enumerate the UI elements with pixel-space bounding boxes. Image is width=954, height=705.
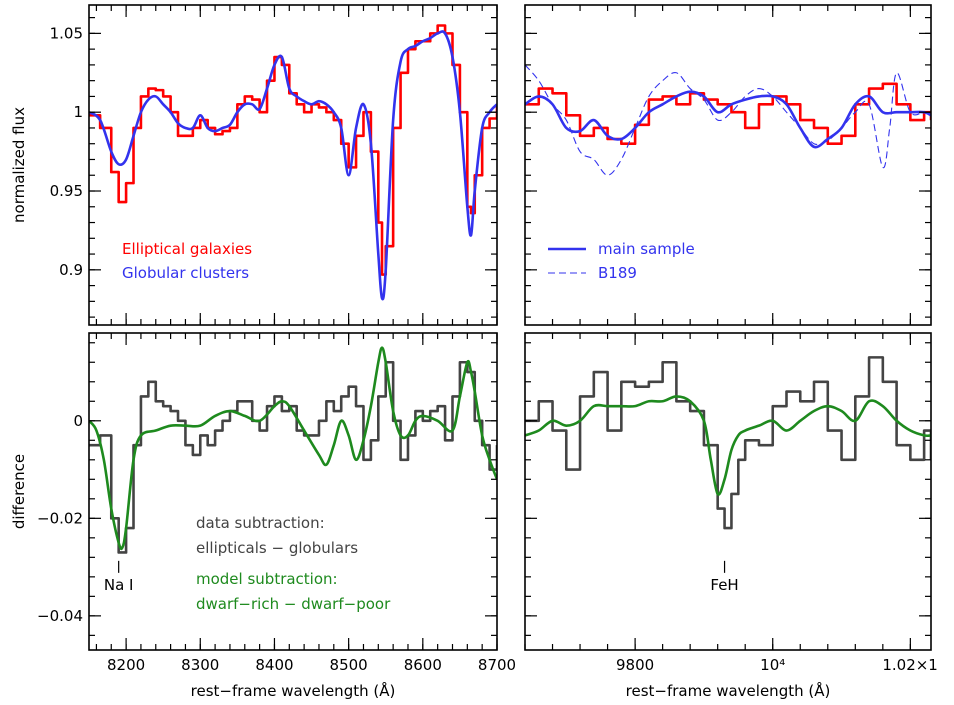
plot-frame (88, 4, 498, 326)
series-line-red-step (525, 82, 931, 146)
series-line-globular-clusters (89, 30, 497, 301)
y-tick-label: 0.9 (59, 261, 83, 279)
series-line-data-subtraction (89, 360, 497, 554)
y-axis-label: difference (10, 454, 28, 529)
annotation-text: ellipticals − globulars (196, 539, 358, 557)
x-tick-label: 8500 (330, 656, 368, 674)
x-tick-label: 8600 (404, 656, 442, 674)
x-axis-label: rest−frame wavelength (Å) (626, 681, 831, 700)
feature-label: Na I (104, 576, 134, 594)
series-line-data-subtraction (525, 356, 931, 530)
legend-label: main sample (598, 240, 695, 258)
series-line-model-subtraction (525, 395, 931, 496)
series-line-elliptical-galaxies (89, 24, 497, 276)
plot-frame (88, 332, 498, 651)
plot-frame (524, 4, 932, 326)
x-tick-label: 10⁴ (760, 656, 785, 674)
y-tick-label: 1.05 (50, 24, 83, 42)
y-tick-label: 0.95 (50, 182, 83, 200)
y-tick-label: 1 (73, 103, 83, 121)
annotation-text: model subtraction: (196, 570, 338, 588)
panel-top-left: 0.9 0.95 1 1.05 normalized flux Elliptical ga… (10, 4, 498, 326)
series-line-b189 (525, 64, 931, 176)
x-tick-label: 8200 (107, 656, 145, 674)
y-axis-label: normalized flux (10, 107, 28, 223)
panel-bottom-left: −0.04 −0.02 0 8200 8300 8400 8500 8600 8700 diffe… (10, 332, 516, 700)
y-tick-label: 0 (73, 412, 83, 430)
annotation-text: data subtraction: (196, 514, 325, 532)
series-line-main-sample (525, 90, 931, 149)
series-group (525, 64, 931, 176)
panel-top-right: main sample B189 (524, 4, 932, 326)
legend-label: Globular clusters (122, 264, 249, 282)
panel-bottom-right: 9800 10⁴ 1.02×1 rest−frame wavelength (Å) Fe… (524, 332, 938, 700)
x-tick-label: 8300 (181, 656, 219, 674)
legend-label: B189 (598, 264, 637, 282)
feature-label: FeH (710, 576, 738, 594)
y-tick-label: −0.02 (37, 509, 83, 527)
legend-label: Elliptical galaxies (122, 240, 252, 258)
plot-frame (524, 332, 932, 651)
y-tick-label: −0.04 (37, 607, 83, 625)
series-group (89, 346, 497, 554)
x-tick-label: 8700 (478, 656, 516, 674)
annotation-text: dwarf−rich − dwarf−poor (196, 595, 391, 613)
x-tick-label: 8400 (255, 656, 293, 674)
series-group (89, 24, 497, 301)
x-tick-label: 9800 (616, 656, 654, 674)
x-axis-label: rest−frame wavelength (Å) (191, 681, 396, 700)
x-tick-label: 1.02×1 (882, 656, 938, 674)
series-line-model-subtraction (89, 346, 497, 551)
series-group (525, 356, 931, 530)
